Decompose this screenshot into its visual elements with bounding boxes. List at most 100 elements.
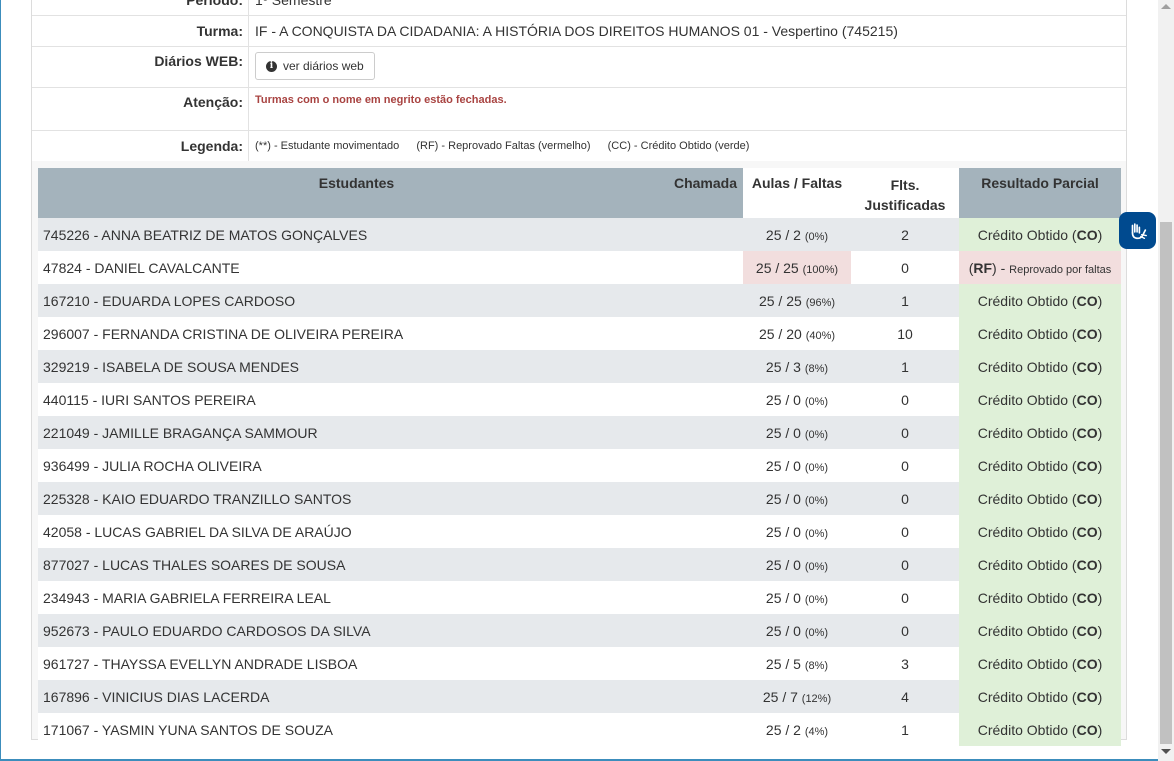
result-prefix: Crédito Obtido ( xyxy=(977,490,1077,507)
student-name-cell: 234943 - MARIA GABRIELA FERREIRA LEAL xyxy=(38,581,743,614)
faltas-justificadas-cell: 0 xyxy=(851,482,959,515)
table-row: 961727 - THAYSSA EVELLYN ANDRADE LISBOA 2… xyxy=(38,647,1121,680)
ver-diarios-label: ver diários web xyxy=(283,59,364,73)
student-name-cell: 961727 - THAYSSA EVELLYN ANDRADE LISBOA xyxy=(38,647,743,680)
student-name-cell: 225328 - KAIO EDUARDO TRANZILLO SANTOS xyxy=(38,482,743,515)
result-suffix: ) xyxy=(1097,556,1103,573)
col-header-aulas-faltas: Aulas / Faltas xyxy=(743,168,851,218)
table-row: 47824 - DANIEL CAVALCANTE 25 / 25 (100%) 0… xyxy=(38,251,1121,284)
result-code: CO xyxy=(1076,490,1098,507)
aulas-faltas-cell: 25 / 0 (0%) xyxy=(743,581,851,614)
resultado-parcial-cell: Crédito Obtido (CO) xyxy=(959,416,1121,449)
vlibras-hands-icon xyxy=(1131,222,1147,239)
result-suffix: ) xyxy=(1097,721,1103,738)
aulas-faltas-value: 25 / 0 xyxy=(765,622,801,639)
table-row: 745226 - ANNA BEATRIZ DE MATOS GONÇALVES… xyxy=(38,218,1121,251)
faltas-justificadas-cell: 1 xyxy=(851,713,959,746)
table-row: 225328 - KAIO EDUARDO TRANZILLO SANTOS 25… xyxy=(38,482,1121,515)
student-name-cell: 745226 - ANNA BEATRIZ DE MATOS GONÇALVES xyxy=(38,218,743,251)
vlibras-accessibility-button[interactable] xyxy=(1119,212,1156,249)
scroll-down-arrow-icon[interactable] xyxy=(1161,749,1171,754)
faltas-justificadas-cell: 1 xyxy=(851,284,959,317)
faltas-justificadas-cell: 0 xyxy=(851,449,959,482)
scrollbar-thumb[interactable] xyxy=(1160,222,1172,744)
result-prefix: Crédito Obtido ( xyxy=(977,589,1077,606)
faltas-percent: (4%) xyxy=(804,725,829,738)
faltas-percent: (12%) xyxy=(801,692,832,705)
result-suffix: ) xyxy=(1097,292,1103,309)
result-code: CO xyxy=(1076,556,1098,573)
resultado-parcial-cell: Crédito Obtido (CO) xyxy=(959,614,1121,647)
result-suffix: ) xyxy=(1097,325,1103,342)
result-code: CO xyxy=(1076,589,1098,606)
table-row: 877027 - LUCAS THALES SOARES DE SOUSA 25 … xyxy=(38,548,1121,581)
atencao-label: Atenção: xyxy=(32,88,249,130)
faltas-percent: (0%) xyxy=(804,593,829,606)
aulas-faltas-value: 25 / 0 xyxy=(765,589,801,606)
result-code: CO xyxy=(1076,622,1098,639)
faltas-percent: (96%) xyxy=(805,296,836,309)
aulas-faltas-cell: 25 / 2 (0%) xyxy=(743,218,851,251)
faltas-justificadas-cell: 0 xyxy=(851,548,959,581)
result-prefix: Crédito Obtido ( xyxy=(977,556,1077,573)
resultado-parcial-cell: Crédito Obtido (CO) xyxy=(959,548,1121,581)
students-table: Chamada Estudantes Aulas / Faltas Flts. … xyxy=(38,168,1121,746)
resultado-parcial-cell: Crédito Obtido (CO) xyxy=(959,581,1121,614)
result-code: CO xyxy=(1076,457,1098,474)
turma-value: IF - A CONQUISTA DA CIDADANIA: A HISTÓRI… xyxy=(255,23,898,39)
aulas-faltas-value: 25 / 0 xyxy=(765,490,801,507)
faltas-justificadas-cell: 1 xyxy=(851,350,959,383)
window-frame-bottom xyxy=(0,759,1158,761)
faltas-justificadas-cell: 0 xyxy=(851,581,959,614)
info-row-legenda: Legenda: (**) - Estudante movimentado (R… xyxy=(32,131,1126,161)
faltas-percent: (0%) xyxy=(804,527,829,540)
result-suffix: ) xyxy=(1097,358,1103,375)
table-header-row: Chamada Estudantes Aulas / Faltas Flts. … xyxy=(38,168,1121,218)
resultado-parcial-cell: Crédito Obtido (CO) xyxy=(959,482,1121,515)
info-row-diarios: Diários WEB: i ver diários web xyxy=(32,47,1126,88)
result-prefix: Crédito Obtido ( xyxy=(977,457,1077,474)
result-suffix: ) xyxy=(1097,226,1103,243)
result-prefix: Crédito Obtido ( xyxy=(977,325,1077,342)
result-suffix: ) xyxy=(1097,391,1103,408)
aulas-faltas-cell: 25 / 20 (40%) xyxy=(743,317,851,350)
student-name-cell: 221049 - JAMILLE BRAGANÇA SAMMOUR xyxy=(38,416,743,449)
aulas-faltas-cell: 25 / 0 (0%) xyxy=(743,482,851,515)
result-suffix: ) xyxy=(1097,655,1103,672)
aulas-faltas-cell: 25 / 0 (0%) xyxy=(743,416,851,449)
aulas-faltas-cell: 25 / 7 (12%) xyxy=(743,680,851,713)
faltas-percent: (100%) xyxy=(802,263,839,276)
faltas-percent: (8%) xyxy=(804,659,829,672)
result-suffix: ) xyxy=(1097,490,1103,507)
result-prefix: Crédito Obtido ( xyxy=(977,292,1077,309)
resultado-parcial-cell: Crédito Obtido (CO) xyxy=(959,284,1121,317)
faltas-justificadas-cell: 0 xyxy=(851,614,959,647)
faltas-justificadas-cell: 4 xyxy=(851,680,959,713)
class-details-panel: Período: 1º Semestre Turma: IF - A CONQU… xyxy=(31,0,1127,746)
table-row: 221049 - JAMILLE BRAGANÇA SAMMOUR 25 / 0 … xyxy=(38,416,1121,449)
faltas-justificadas-cell: 10 xyxy=(851,317,959,350)
col-header-chamada[interactable]: Chamada xyxy=(673,175,737,191)
col-header-estudantes-label: Estudantes xyxy=(318,175,395,191)
ver-diarios-button[interactable]: i ver diários web xyxy=(255,52,375,80)
aulas-faltas-cell: 25 / 2 (4%) xyxy=(743,713,851,746)
result-prefix: Crédito Obtido ( xyxy=(977,226,1077,243)
aulas-faltas-value: 25 / 0 xyxy=(765,523,801,540)
result-suffix: ) xyxy=(1097,622,1103,639)
result-prefix: Crédito Obtido ( xyxy=(977,622,1077,639)
table-row: 167896 - VINICIUS DIAS LACERDA 25 / 7 (12… xyxy=(38,680,1121,713)
result-description: Reprovado por faltas xyxy=(1009,263,1112,276)
faltas-percent: (0%) xyxy=(804,626,829,639)
student-name-cell: 296007 - FERNANDA CRISTINA DE OLIVEIRA P… xyxy=(38,317,743,350)
faltas-justificadas-cell: 0 xyxy=(851,251,959,284)
result-suffix: ) xyxy=(1097,457,1103,474)
resultado-parcial-cell: Crédito Obtido (CO) xyxy=(959,317,1121,350)
table-row: 167210 - EDUARDA LOPES CARDOSO 25 / 25 (9… xyxy=(38,284,1121,317)
scroll-up-arrow-icon[interactable] xyxy=(1161,4,1171,9)
info-row-atencao: Atenção: Turmas com o nome em negrito es… xyxy=(32,88,1126,131)
resultado-parcial-cell: Crédito Obtido (CO) xyxy=(959,713,1121,746)
result-suffix: ) xyxy=(1097,589,1103,606)
info-row-turma: Turma: IF - A CONQUISTA DA CIDADANIA: A … xyxy=(32,16,1126,47)
faltas-justificadas-cell: 0 xyxy=(851,515,959,548)
resultado-parcial-cell: Crédito Obtido (CO) xyxy=(959,218,1121,251)
